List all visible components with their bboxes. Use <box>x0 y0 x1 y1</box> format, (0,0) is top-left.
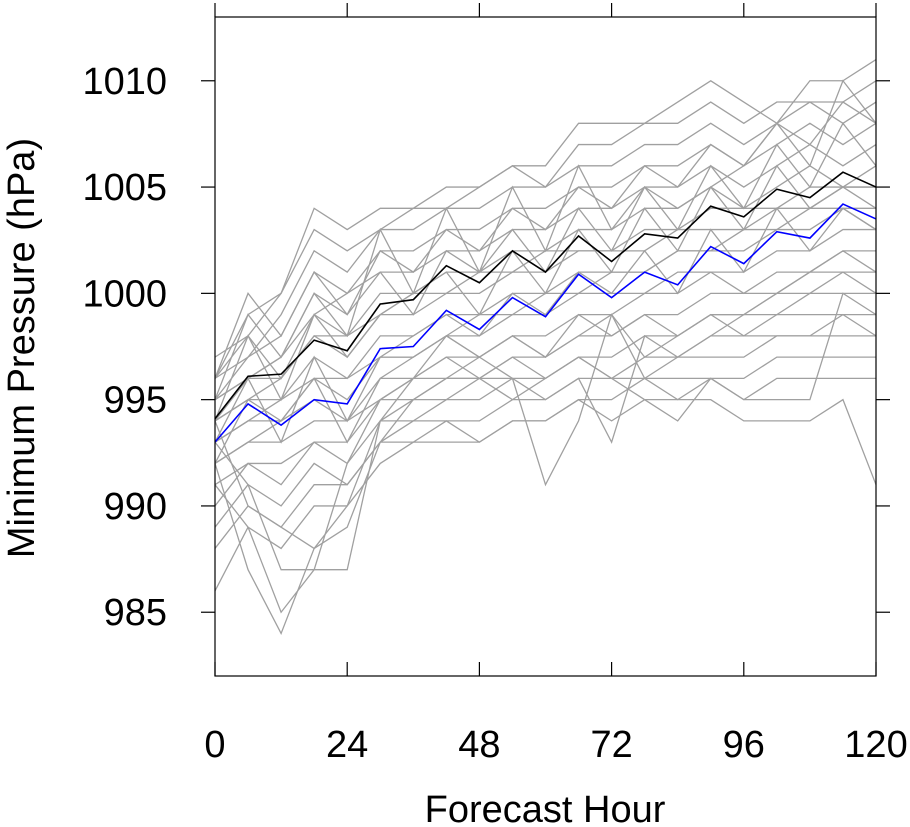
ensemble-member-line <box>214 313 877 571</box>
ensemble-member-line <box>214 250 876 443</box>
ensemble-member-line <box>214 58 877 379</box>
y-tick-label: 1005 <box>82 167 167 209</box>
ensemble-member-line <box>214 122 877 401</box>
ensemble-member-line <box>214 377 876 592</box>
ensemble-member-line <box>214 101 877 379</box>
ensemble-member-line <box>214 335 876 528</box>
ensemble-member-line <box>214 292 877 550</box>
ensemble-member-line <box>214 186 877 422</box>
ensemble-member-line <box>214 207 877 444</box>
ensemble-member-line <box>214 101 877 379</box>
x-tick-label: 0 <box>204 724 225 766</box>
series-layer <box>214 58 877 636</box>
tick-layer: 0 24 48 72 96 120 985 990 995 1000 1005 1010 <box>82 3 908 766</box>
x-tick-label: 72 <box>590 724 632 766</box>
x-tick-label: 48 <box>458 724 500 766</box>
y-tick-label: 1000 <box>82 273 167 315</box>
ensemble-member-line <box>214 207 876 464</box>
ensemble-member-line <box>214 271 876 464</box>
y-axis-title: Minimum Pressure (hPa) <box>1 138 43 558</box>
ensemble-member-line <box>214 165 877 401</box>
x-axis-title: Forecast Hour <box>425 789 666 827</box>
ensemble-member-line <box>214 356 876 549</box>
y-tick-label: 1010 <box>82 61 167 103</box>
y-tick-label: 990 <box>104 486 167 528</box>
plot-frame <box>214 16 877 677</box>
ensemble-member-line <box>214 186 876 422</box>
x-tick-label: 96 <box>723 724 765 766</box>
ensemble-member-line <box>214 271 877 636</box>
ensemble-member-line <box>214 313 877 507</box>
mean-line <box>214 171 877 420</box>
control-line <box>214 203 877 443</box>
y-tick-label: 995 <box>104 380 167 422</box>
x-tick-label: 24 <box>326 724 368 766</box>
x-tick-label: 120 <box>844 724 907 766</box>
ensemble-member-line <box>214 79 877 400</box>
y-tick-label: 985 <box>104 592 167 634</box>
ensemble-member-line <box>214 250 877 614</box>
